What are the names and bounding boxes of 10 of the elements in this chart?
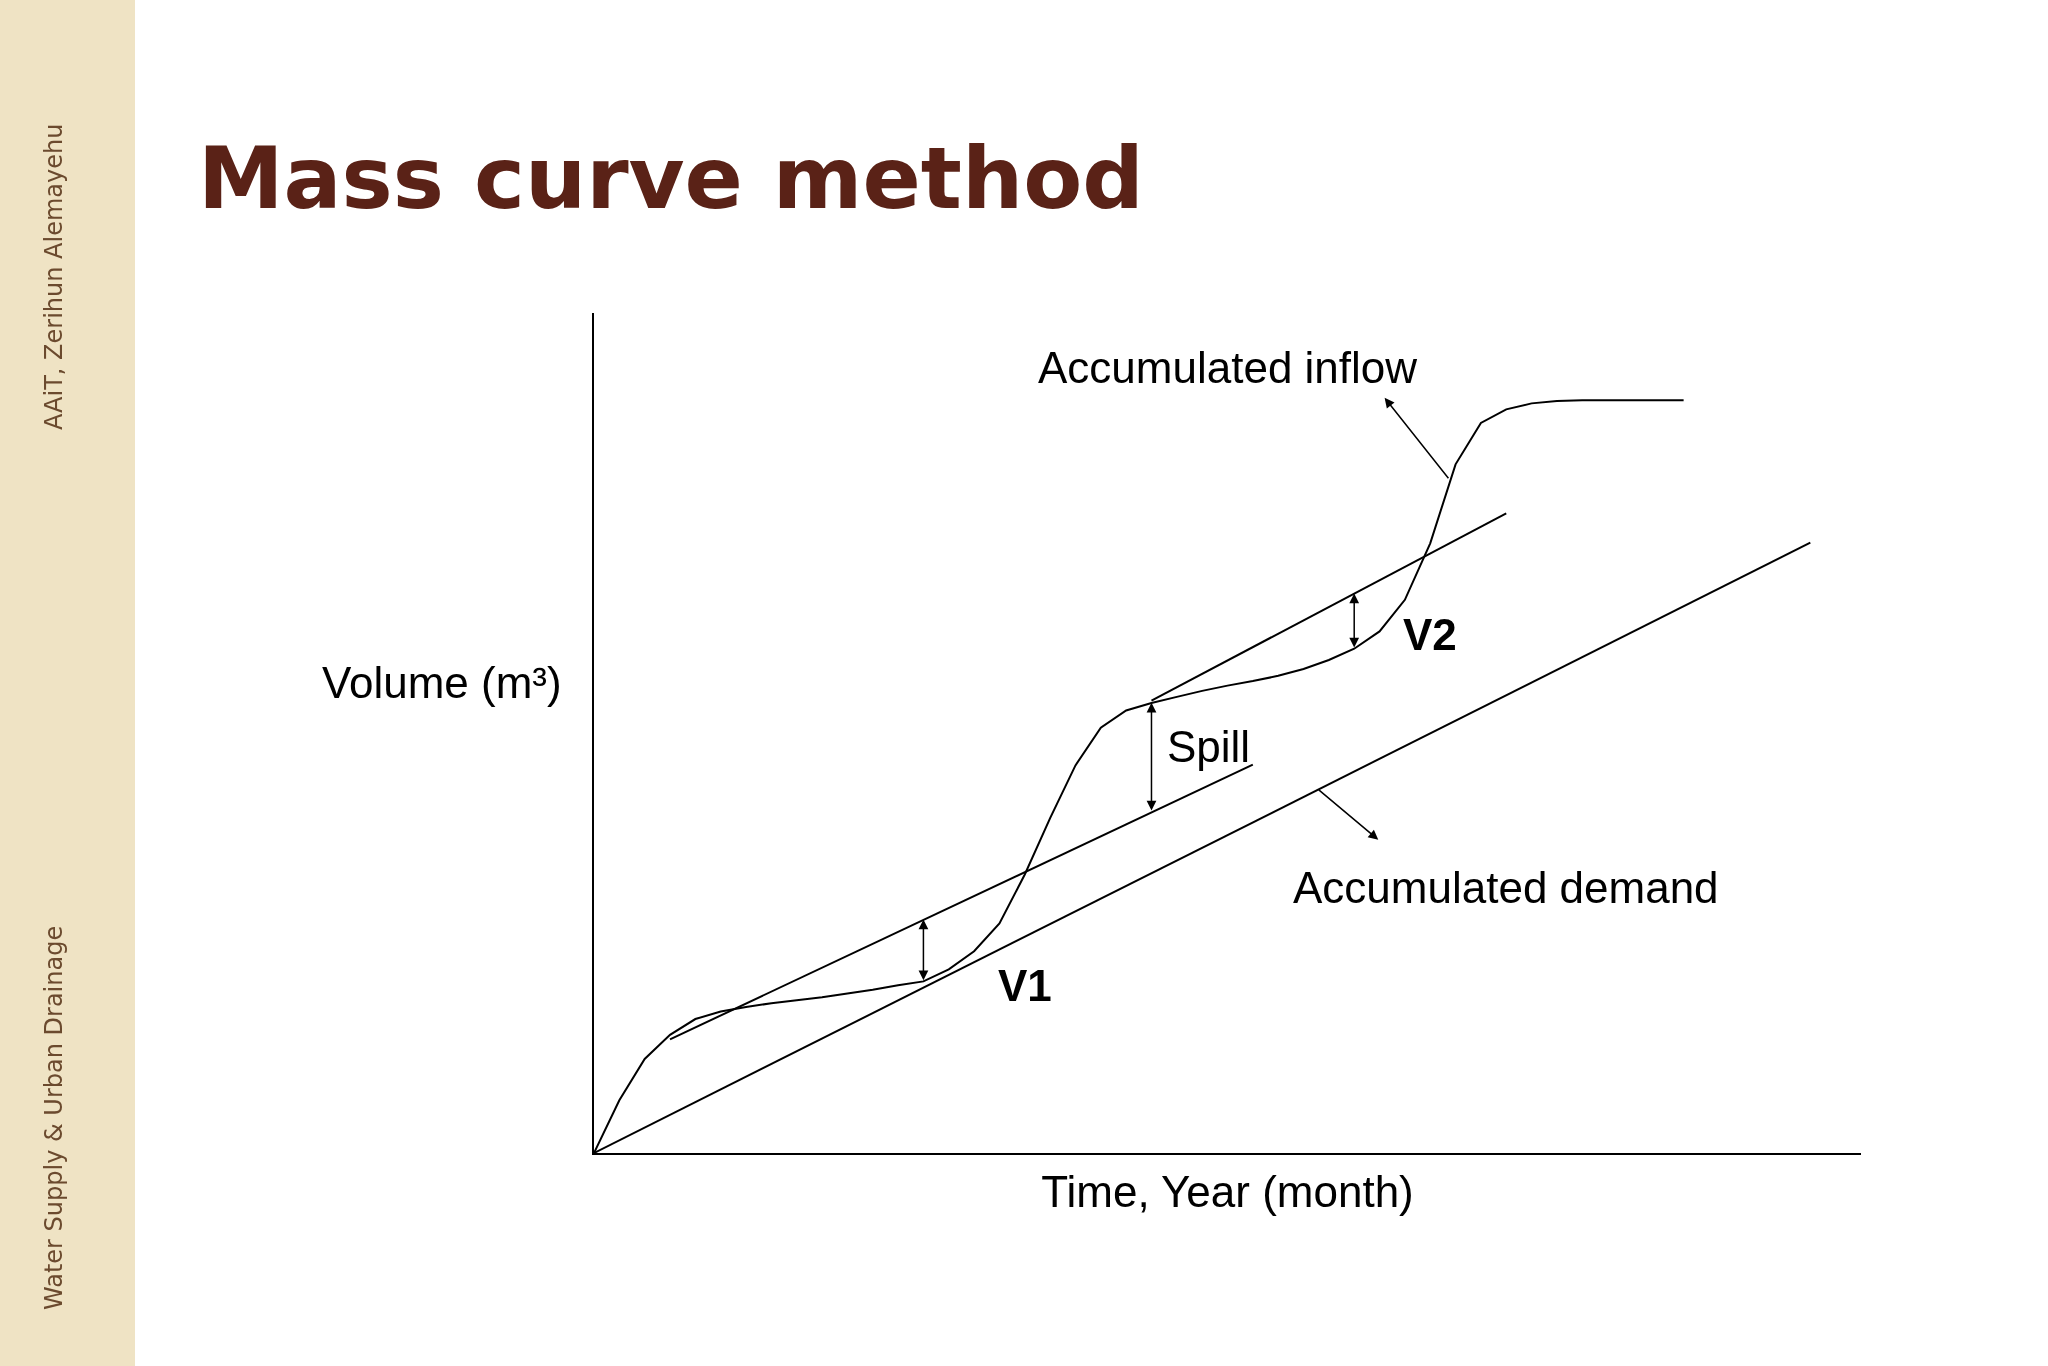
annotation: Accumulated demand: [1293, 863, 1719, 912]
chart-title: Mass curve method: [198, 127, 1144, 228]
annotation: V1: [998, 961, 1052, 1010]
text: Accumulated inflow: [1038, 343, 1418, 392]
x-axis-title: Time, Year (month): [1041, 1167, 1414, 1217]
annotation: V2: [1403, 610, 1457, 659]
annotation: Spill: [1167, 722, 1251, 771]
text: AAiT, Zerihun Alemayehu: [40, 123, 68, 430]
text: Water Supply & Urban Drainage: [40, 925, 68, 1310]
y-axis-title: Volume (m³): [322, 658, 562, 707]
